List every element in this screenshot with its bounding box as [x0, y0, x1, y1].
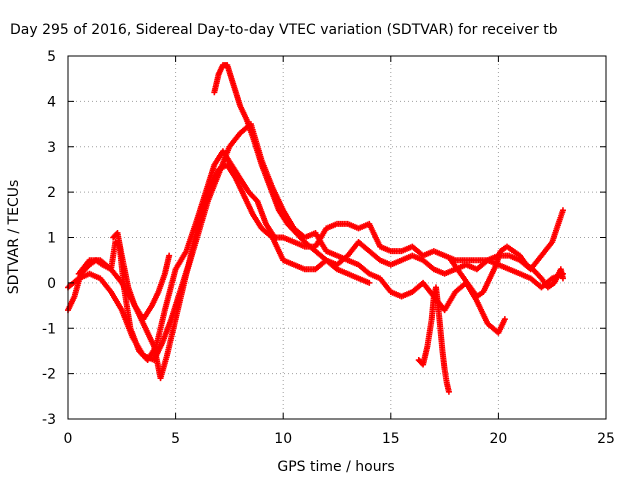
series-layer	[65, 62, 566, 395]
data-series-3	[75, 121, 508, 382]
y-tick-label: 1	[47, 231, 56, 247]
chart-title: Day 295 of 2016, Sidereal Day-to-day VTE…	[10, 22, 558, 38]
data-series-1	[65, 148, 566, 364]
x-tick-label: 15	[382, 431, 400, 447]
x-tick-label: 5	[171, 431, 180, 447]
data-point-marker	[166, 252, 173, 259]
data-point-marker	[366, 279, 373, 286]
data-point-marker	[559, 275, 566, 282]
data-series-6	[110, 229, 173, 323]
data-point-marker	[559, 207, 566, 214]
y-tick-label: 4	[47, 94, 56, 110]
data-series-7	[448, 243, 566, 300]
x-tick-label: 25	[597, 431, 615, 447]
y-tick-label: 2	[47, 185, 56, 201]
y-tick-label: 0	[47, 276, 56, 292]
x-tick-label: 0	[64, 431, 73, 447]
y-axis-label: SDTVAR / TECUs	[6, 180, 22, 295]
y-tick-label: -1	[42, 321, 56, 337]
y-tick-label: -2	[42, 367, 56, 383]
data-point-marker	[445, 388, 452, 395]
y-tick-label: -3	[42, 412, 56, 428]
y-tick-label: 5	[47, 49, 56, 65]
tick-layer: 0 5 10 15 20 25 -3 -2 -1 0 1 2 3 4 5	[42, 49, 615, 447]
data-series-5	[415, 284, 452, 395]
x-tick-label: 10	[274, 431, 292, 447]
x-tick-label: 20	[489, 431, 507, 447]
grid-layer	[68, 56, 606, 419]
y-tick-label: 3	[47, 140, 56, 156]
data-series-4	[211, 62, 373, 286]
data-point-marker	[501, 316, 508, 323]
x-axis-label: GPS time / hours	[277, 459, 394, 475]
